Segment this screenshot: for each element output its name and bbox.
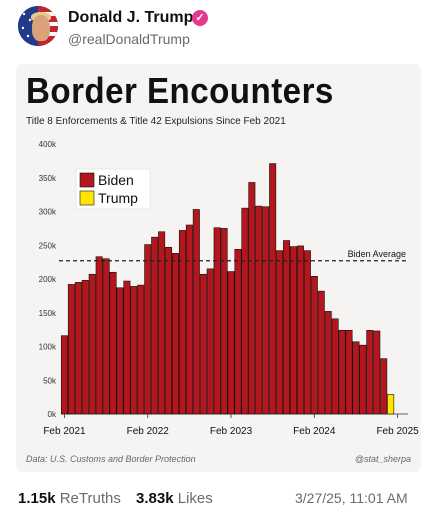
bar-biden xyxy=(359,344,367,415)
bar-biden xyxy=(255,205,263,415)
y-tick-label: 50k xyxy=(43,376,57,385)
bar-biden xyxy=(289,246,297,415)
likes-count: 3.83k xyxy=(136,490,174,507)
bar-biden xyxy=(74,282,82,415)
verified-badge-icon: ✓ xyxy=(192,10,208,26)
legend-label-trump: Trump xyxy=(98,190,138,206)
retruths-count: 1.15k xyxy=(18,490,56,507)
bar-biden xyxy=(206,268,214,415)
x-tick-label: Feb 2025 xyxy=(376,426,419,437)
likes-stat[interactable]: 3.83k Likes xyxy=(136,490,213,507)
bar-biden xyxy=(185,224,193,415)
legend-label-biden: Biden xyxy=(98,172,134,188)
bar-biden xyxy=(151,236,159,415)
author-name[interactable]: Donald J. Trump xyxy=(68,9,194,26)
bar-biden xyxy=(366,329,374,415)
bar-biden xyxy=(283,240,291,415)
bar-biden xyxy=(345,329,353,415)
y-tick-label: 200k xyxy=(39,275,57,284)
bar-biden xyxy=(248,182,256,415)
retruths-stat[interactable]: 1.15k ReTruths xyxy=(18,490,121,507)
bar-biden xyxy=(303,250,311,415)
bar-biden xyxy=(317,290,325,415)
bar-biden xyxy=(172,253,180,415)
bar-biden xyxy=(144,244,152,415)
chart-image[interactable]: Border Encounters Title 8 Enforcements &… xyxy=(16,64,421,472)
bar-biden xyxy=(331,318,339,415)
y-tick-label: 400k xyxy=(39,140,57,149)
bar-biden xyxy=(116,287,124,415)
post-stats: 1.15k ReTruths 3.83k Likes 3/27/25, 11:0… xyxy=(0,490,437,512)
avatar-face xyxy=(32,15,50,41)
x-tick-label: Feb 2023 xyxy=(210,426,253,437)
retruths-label: ReTruths xyxy=(59,490,121,507)
bar-biden xyxy=(310,276,318,415)
bar-biden xyxy=(158,231,166,415)
x-tick-label: Feb 2021 xyxy=(43,426,86,437)
chart-credit: @stat_sherpa xyxy=(354,454,411,464)
post-timestamp: 3/27/25, 11:01 AM xyxy=(295,490,408,506)
bar-biden xyxy=(88,273,96,415)
y-tick-label: 300k xyxy=(39,208,57,217)
chart-source: Data: U.S. Customs and Border Protection xyxy=(26,454,196,464)
bar-biden xyxy=(269,163,277,415)
bar-biden xyxy=(192,209,200,415)
bar-biden xyxy=(137,284,145,415)
avatar[interactable] xyxy=(18,6,58,46)
x-tick-label: Feb 2024 xyxy=(293,426,336,437)
bar-biden xyxy=(213,227,221,415)
bar-trump xyxy=(387,394,395,415)
bar-biden xyxy=(296,245,304,415)
bar-biden xyxy=(130,286,138,415)
y-tick-label: 100k xyxy=(39,343,57,352)
post-header: Donald J. Trump ✓ @realDonaldTrump xyxy=(0,0,437,60)
bar-biden xyxy=(338,329,346,415)
chart-subtitle: Title 8 Enforcements & Title 42 Expulsio… xyxy=(26,116,286,127)
y-tick-label: 150k xyxy=(39,309,57,318)
bar-biden xyxy=(123,280,131,415)
legend-swatch-biden xyxy=(79,172,95,188)
bar-biden xyxy=(241,207,249,415)
bar-biden xyxy=(380,358,388,415)
bar-biden xyxy=(102,258,110,415)
likes-label: Likes xyxy=(177,490,213,507)
y-tick-label: 0k xyxy=(48,410,57,419)
bar-biden xyxy=(276,250,284,415)
bar-biden xyxy=(227,271,235,415)
bar-biden xyxy=(178,230,186,415)
bar-biden xyxy=(324,311,332,415)
bar-biden xyxy=(67,284,75,415)
bar-chart: 0k 50k 100k 150k 200k 250k 300k 350k 400k Biden A… xyxy=(39,140,420,437)
bar-biden xyxy=(220,228,228,415)
chart-title: Border Encounters xyxy=(26,70,334,111)
bar-biden xyxy=(109,271,117,415)
bar-biden xyxy=(60,335,68,415)
y-tick-label: 350k xyxy=(39,174,57,183)
x-tick-label: Feb 2022 xyxy=(127,426,170,437)
legend-swatch-trump xyxy=(79,190,95,206)
author-handle[interactable]: @realDonaldTrump xyxy=(68,31,190,47)
bar-biden xyxy=(352,341,360,415)
reference-line-label: Biden Average xyxy=(348,249,406,259)
bar-biden xyxy=(373,330,381,415)
bar-biden xyxy=(95,256,103,415)
bar-biden xyxy=(199,273,207,415)
bar-biden xyxy=(234,249,242,415)
bar-biden xyxy=(81,280,89,415)
bar-biden xyxy=(165,246,173,415)
y-tick-label: 250k xyxy=(39,241,57,250)
bar-biden xyxy=(262,206,270,415)
